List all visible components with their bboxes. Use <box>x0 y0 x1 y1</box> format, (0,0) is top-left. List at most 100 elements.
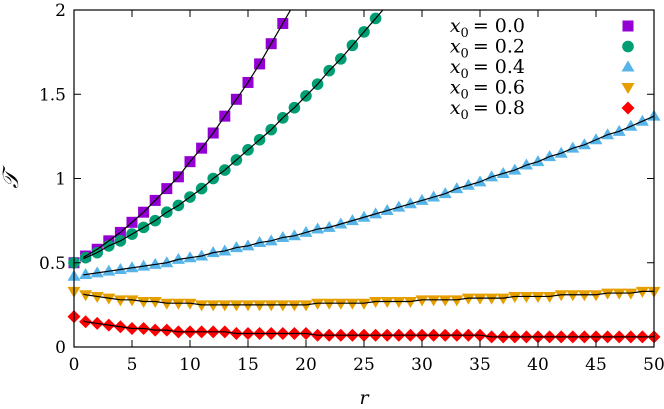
data-point <box>554 290 568 302</box>
data-point <box>415 295 429 307</box>
data-point <box>253 236 267 248</box>
data-point <box>137 297 151 309</box>
data-point <box>334 217 348 229</box>
data-point <box>322 298 336 310</box>
legend-marker <box>621 60 635 72</box>
legend-entry: x0 = 0.2 <box>450 36 634 62</box>
legend-marker <box>621 101 635 115</box>
legend: x0 = 0.0x0 = 0.2x0 = 0.4x0 = 0.6x0 = 0.8 <box>450 15 635 123</box>
x-tick-label: 45 <box>585 355 607 375</box>
data-point <box>113 295 127 307</box>
data-point <box>241 300 255 312</box>
legend-marker <box>621 83 635 94</box>
data-point <box>311 222 325 234</box>
data-point <box>473 293 487 305</box>
data-point <box>102 293 116 305</box>
data-point <box>531 155 545 167</box>
data-point <box>554 146 568 158</box>
data-point <box>287 300 301 312</box>
data-point <box>577 138 591 150</box>
data-point <box>519 291 533 303</box>
data-point <box>496 166 510 178</box>
x-tick-label: 50 <box>643 355 664 375</box>
y-tick-label: 2 <box>55 1 66 21</box>
data-point <box>160 256 174 268</box>
data-point <box>125 261 139 273</box>
data-point <box>392 200 406 212</box>
legend-label: x0 = 0.8 <box>450 97 525 123</box>
data-point <box>415 193 429 205</box>
data-point <box>183 298 197 310</box>
x-tick-label: 30 <box>411 355 433 375</box>
legend-entry: x0 = 0.0 <box>450 15 634 41</box>
data-point <box>311 298 325 310</box>
series-triangle-down <box>67 286 661 312</box>
data-point <box>624 119 638 131</box>
data-point <box>322 220 336 232</box>
data-point <box>229 300 243 312</box>
legend-entry: x0 = 0.4 <box>450 56 635 82</box>
data-point <box>334 298 348 310</box>
data-point <box>229 241 243 253</box>
y-tick-label: 1 <box>55 170 66 190</box>
data-point <box>195 300 209 312</box>
data-point <box>102 264 116 276</box>
data-point <box>438 187 452 199</box>
data-point <box>195 249 209 261</box>
data-point <box>589 290 603 302</box>
data-point <box>137 259 151 271</box>
data-point <box>635 286 649 298</box>
fit-line <box>83 115 655 276</box>
data-point <box>148 257 162 269</box>
data-point <box>473 175 487 187</box>
legend-label: x0 = 0.0 <box>450 15 525 41</box>
data-point <box>508 163 522 175</box>
data-point <box>218 244 232 256</box>
data-point <box>543 291 557 303</box>
data-point <box>79 290 93 302</box>
fit-line <box>83 290 654 306</box>
axes: 0 5 10 15 20 25 30 35 40 45 50 0 0.5 1 1.5 2 <box>39 1 664 375</box>
legend-label: x0 = 0.2 <box>450 36 525 62</box>
series-diamond <box>67 310 661 344</box>
data-point <box>113 262 127 274</box>
data-point <box>485 293 499 305</box>
plot-frame <box>73 9 655 348</box>
x-tick-label: 10 <box>179 355 201 375</box>
data-point <box>461 293 475 305</box>
plot-area <box>67 9 661 344</box>
x-tick-label: 0 <box>69 355 80 375</box>
data-point <box>601 288 615 300</box>
data-point <box>403 297 417 309</box>
data-point <box>380 204 394 216</box>
data-point <box>299 225 313 237</box>
data-point <box>403 197 417 209</box>
y-tick-label: 0 <box>55 338 66 358</box>
data-point <box>508 291 522 303</box>
data-point <box>369 207 383 219</box>
data-point <box>345 298 359 310</box>
data-point <box>183 251 197 263</box>
y-tick-label: 1.5 <box>39 85 66 105</box>
data-point <box>148 297 162 309</box>
x-tick-label: 15 <box>237 355 259 375</box>
legend-entry: x0 = 0.8 <box>450 97 635 123</box>
data-point <box>287 229 301 241</box>
x-tick-label: 40 <box>527 355 549 375</box>
data-point <box>264 300 278 312</box>
data-point <box>90 291 104 303</box>
legend-marker <box>622 40 634 53</box>
data-point <box>171 252 185 264</box>
data-point <box>612 124 626 136</box>
x-axis-label: r <box>359 387 370 409</box>
y-axis-label: 𝒯 <box>0 164 24 188</box>
data-point <box>635 114 649 126</box>
data-point <box>438 295 452 307</box>
data-point <box>345 214 359 226</box>
fit-line <box>83 320 654 338</box>
data-point <box>276 300 290 312</box>
legend-label: x0 = 0.6 <box>450 77 525 103</box>
data-point <box>496 293 510 305</box>
fit-line <box>82 9 292 258</box>
